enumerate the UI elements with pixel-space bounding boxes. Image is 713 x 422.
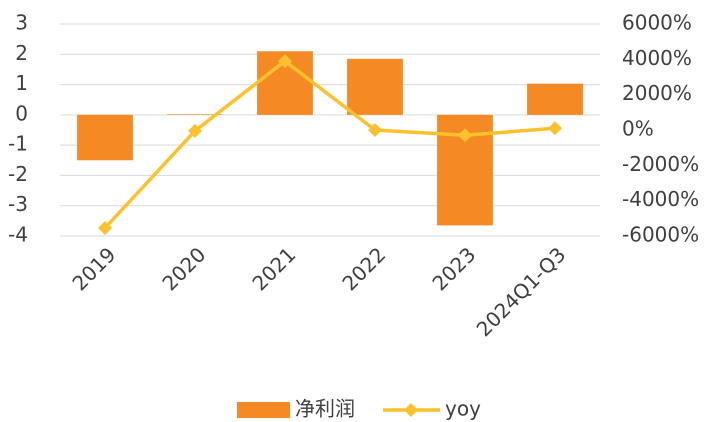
bar <box>527 83 583 115</box>
line-marker <box>458 128 472 143</box>
x-tick-label: 2019 <box>67 242 120 295</box>
y2-tick-label: 6000% <box>622 11 692 35</box>
y-tick-label: -1 <box>8 132 28 156</box>
x-tick-label: 2022 <box>337 242 390 295</box>
x-tick-label: 2021 <box>247 242 300 295</box>
legend-label: 净利润 <box>295 397 355 421</box>
bar <box>167 114 223 115</box>
y2-tick-label: 2000% <box>622 81 692 105</box>
x-tick-label: 2024Q1-Q3 <box>472 242 571 341</box>
y-tick-label: 1 <box>15 71 28 95</box>
line-marker <box>98 221 112 236</box>
y2-tick-label: -4000% <box>622 187 699 211</box>
y2-tick-label: -2000% <box>622 152 699 176</box>
y2-tick-label: 0% <box>622 117 654 141</box>
line-marker <box>548 121 562 136</box>
y2-tick-label: 4000% <box>622 46 692 70</box>
y-tick-label: -2 <box>8 162 28 186</box>
legend-swatch <box>237 402 290 418</box>
x-tick-label: 2023 <box>427 242 480 295</box>
line-marker <box>188 123 202 138</box>
line-marker <box>278 54 292 69</box>
x-tick-label: 2020 <box>157 242 210 295</box>
legend-label: yoy <box>445 397 481 421</box>
y-tick-label: -3 <box>8 192 28 216</box>
y-tick-label: 3 <box>15 11 28 35</box>
bar <box>347 58 403 115</box>
line <box>103 58 556 230</box>
legend-marker <box>404 403 418 417</box>
line-marker <box>368 123 382 137</box>
y-tick-label: -4 <box>8 223 28 247</box>
y-tick-label: 2 <box>15 41 28 65</box>
bar <box>77 114 133 161</box>
y2-tick-label: -6000% <box>622 223 699 247</box>
y-tick-label: 0 <box>15 101 28 125</box>
